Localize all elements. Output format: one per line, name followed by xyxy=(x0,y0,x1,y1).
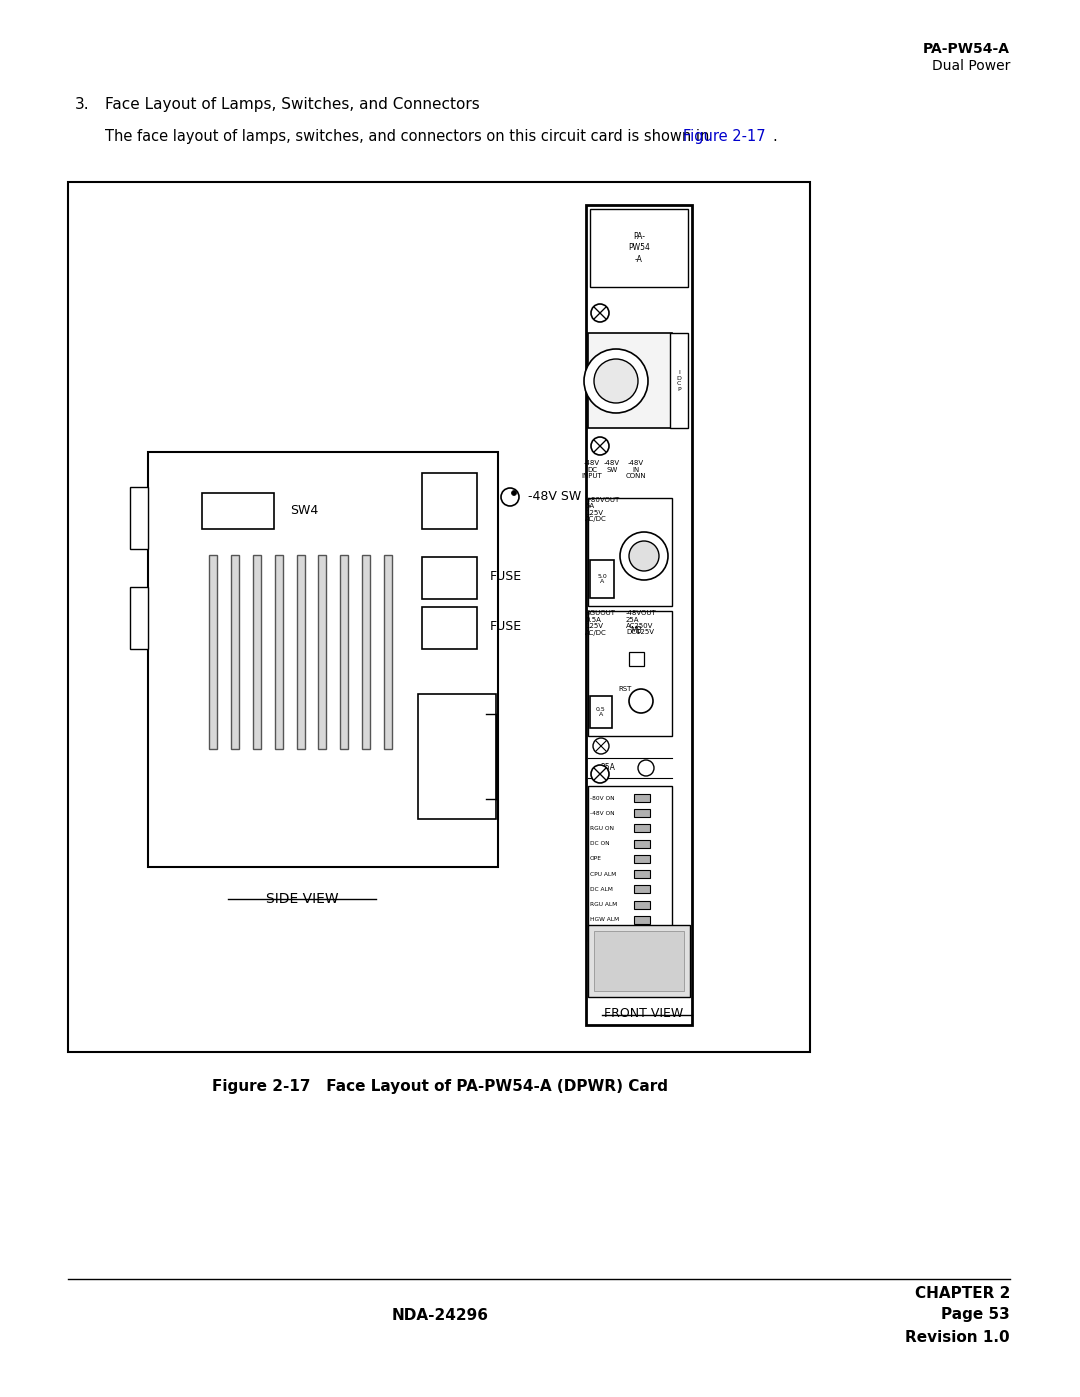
Bar xyxy=(210,555,217,749)
Bar xyxy=(586,205,692,1025)
Text: FRONT VIEW: FRONT VIEW xyxy=(605,1007,684,1020)
Bar xyxy=(130,587,148,650)
Bar xyxy=(588,497,672,606)
Text: SIDE VIEW: SIDE VIEW xyxy=(266,893,338,907)
Text: RGU ON: RGU ON xyxy=(590,826,615,831)
Bar xyxy=(634,809,650,817)
Bar xyxy=(634,824,650,833)
Circle shape xyxy=(638,760,654,775)
Circle shape xyxy=(501,488,519,506)
Text: 25A: 25A xyxy=(600,764,616,773)
Text: Figure 2-17: Figure 2-17 xyxy=(683,129,766,144)
Text: I
D
C
P: I D C P xyxy=(676,370,681,391)
Circle shape xyxy=(594,359,638,402)
Bar xyxy=(130,488,148,549)
Text: Page 53: Page 53 xyxy=(942,1308,1010,1323)
Bar xyxy=(68,182,810,1052)
Circle shape xyxy=(629,689,653,712)
Bar xyxy=(634,916,650,923)
Text: FUSE: FUSE xyxy=(490,620,522,633)
Bar xyxy=(634,901,650,908)
Text: HGW ALM: HGW ALM xyxy=(590,918,619,922)
Bar xyxy=(590,560,615,598)
Text: -48V
DC
INPUT: -48V DC INPUT xyxy=(582,460,603,479)
Bar xyxy=(588,925,690,997)
Text: Dual Power: Dual Power xyxy=(932,59,1010,73)
Bar xyxy=(594,930,684,990)
Bar xyxy=(319,555,326,749)
Bar xyxy=(590,696,612,728)
Text: OPE: OPE xyxy=(590,856,602,862)
Text: -48V ON: -48V ON xyxy=(590,810,615,816)
Text: +80VOUT
5A
125V
AC/DC: +80VOUT 5A 125V AC/DC xyxy=(585,497,619,522)
Text: SW4: SW4 xyxy=(291,504,319,517)
Bar xyxy=(634,840,650,848)
Bar xyxy=(231,555,239,749)
Text: DC ALM: DC ALM xyxy=(590,887,612,891)
Bar xyxy=(590,210,688,286)
Text: -48VOUT
25A
AC250V
DC125V: -48VOUT 25A AC250V DC125V xyxy=(626,610,657,636)
Bar xyxy=(629,652,644,666)
Circle shape xyxy=(629,541,659,571)
Bar xyxy=(634,855,650,863)
Text: RGUOUT
0.5A
125V
AC/DC: RGUOUT 0.5A 125V AC/DC xyxy=(585,610,615,636)
Text: 0.5
A: 0.5 A xyxy=(596,707,606,718)
Circle shape xyxy=(620,532,669,580)
Bar xyxy=(634,886,650,893)
Text: Figure 2-17   Face Layout of PA-PW54-A (DPWR) Card: Figure 2-17 Face Layout of PA-PW54-A (DP… xyxy=(212,1078,669,1094)
Text: -48V
SW: -48V SW xyxy=(604,460,620,472)
Text: -48V
IN
CONN: -48V IN CONN xyxy=(625,460,646,479)
Bar xyxy=(438,714,486,799)
Bar xyxy=(422,608,477,650)
Circle shape xyxy=(512,490,516,496)
Text: CPU ALM: CPU ALM xyxy=(590,872,617,876)
Text: -80V ON: -80V ON xyxy=(590,795,615,800)
Bar xyxy=(297,555,305,749)
Text: PA-PW54-A: PA-PW54-A xyxy=(923,42,1010,56)
Bar xyxy=(670,332,688,427)
Text: DC ON: DC ON xyxy=(590,841,609,847)
Circle shape xyxy=(591,766,609,782)
Circle shape xyxy=(591,305,609,321)
Bar xyxy=(588,787,672,942)
Bar xyxy=(422,474,477,529)
Text: The face layout of lamps, switches, and connectors on this circuit card is shown: The face layout of lamps, switches, and … xyxy=(105,129,714,144)
Text: 5.0
A: 5.0 A xyxy=(597,574,607,584)
Bar xyxy=(384,555,392,749)
Text: Revision 1.0: Revision 1.0 xyxy=(905,1330,1010,1344)
Text: NDA-24296: NDA-24296 xyxy=(391,1308,488,1323)
Bar xyxy=(202,493,274,529)
Bar xyxy=(588,332,672,427)
Text: FUSE: FUSE xyxy=(490,570,522,584)
Text: PA-
PW54
-A: PA- PW54 -A xyxy=(629,232,650,264)
Bar xyxy=(274,555,283,749)
Bar xyxy=(418,694,496,819)
Text: MB: MB xyxy=(630,626,642,636)
Bar xyxy=(253,555,260,749)
Circle shape xyxy=(593,738,609,754)
Text: RGU ALM: RGU ALM xyxy=(590,902,618,907)
Bar xyxy=(588,610,672,736)
Bar xyxy=(634,870,650,879)
Circle shape xyxy=(584,349,648,414)
Text: CHAPTER 2: CHAPTER 2 xyxy=(915,1285,1010,1301)
Text: -48V SW: -48V SW xyxy=(528,490,581,503)
Bar xyxy=(422,557,477,599)
Text: RST: RST xyxy=(618,686,632,692)
Bar xyxy=(362,555,370,749)
Bar xyxy=(148,453,498,868)
Text: .: . xyxy=(772,129,777,144)
Bar xyxy=(340,555,348,749)
Bar xyxy=(634,793,650,802)
Text: Face Layout of Lamps, Switches, and Connectors: Face Layout of Lamps, Switches, and Conn… xyxy=(105,96,480,112)
Text: 3.: 3. xyxy=(75,96,90,112)
Circle shape xyxy=(591,437,609,455)
